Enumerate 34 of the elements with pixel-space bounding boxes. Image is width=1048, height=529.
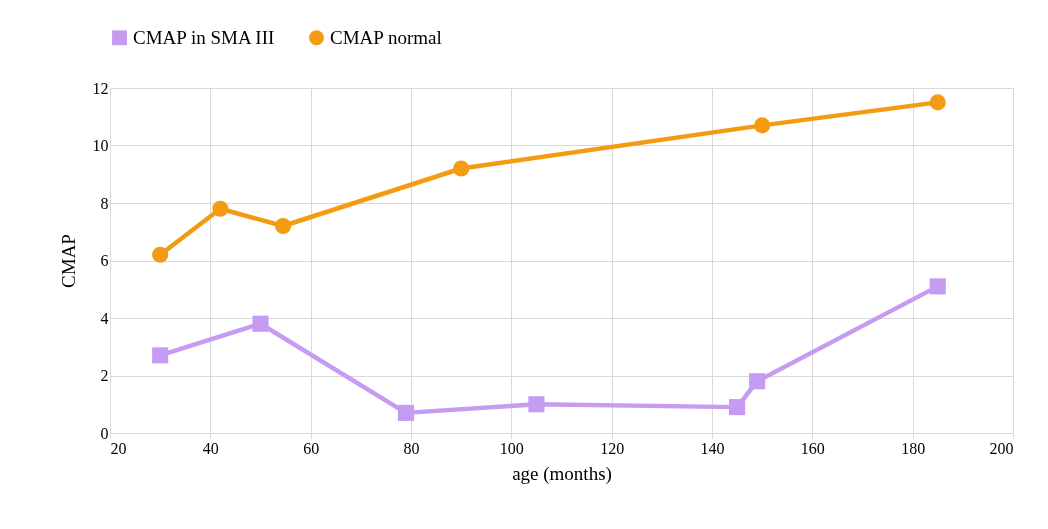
x-tick-label: 160 xyxy=(800,439,825,457)
y-tick-label: 0 xyxy=(100,424,109,442)
y-tick-label: 10 xyxy=(92,137,109,154)
y-tick-label: 6 xyxy=(100,252,109,269)
point xyxy=(152,246,169,263)
point xyxy=(749,373,766,390)
y-tick-label: 2 xyxy=(100,367,109,384)
point xyxy=(754,117,771,134)
y-axis-title: CMAP xyxy=(57,234,79,288)
point xyxy=(397,404,415,421)
point xyxy=(152,347,169,364)
point xyxy=(252,315,269,332)
point xyxy=(453,160,470,177)
x-tick-label: 200 xyxy=(989,439,1014,457)
x-tick-label: 40 xyxy=(202,439,219,457)
x-tick-label: 180 xyxy=(901,439,926,457)
x-tick-label: 120 xyxy=(600,439,625,457)
legend-label: CMAP in SMA III xyxy=(133,26,275,48)
y-tick-label: 4 xyxy=(100,309,109,327)
point xyxy=(929,94,946,111)
x-tick-label: 80 xyxy=(403,439,420,457)
y-tick-label: 12 xyxy=(92,79,109,97)
point xyxy=(275,217,292,235)
point xyxy=(729,399,746,416)
point xyxy=(929,278,946,295)
x-axis-title: age (months) xyxy=(512,462,612,485)
x-tick-label: 20 xyxy=(110,439,127,457)
y-tick-label: 8 xyxy=(100,194,109,212)
point xyxy=(212,200,229,217)
x-tick-label: 140 xyxy=(700,439,725,457)
x-tick-label: 100 xyxy=(499,439,524,457)
point xyxy=(528,396,545,413)
legend-label: CMAP normal xyxy=(330,26,442,48)
x-tick-label: 60 xyxy=(303,439,320,457)
